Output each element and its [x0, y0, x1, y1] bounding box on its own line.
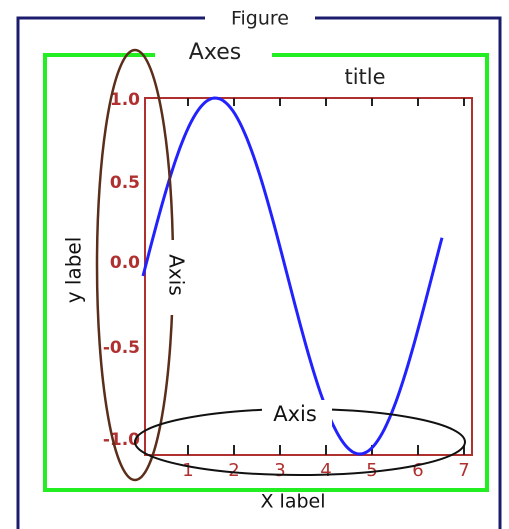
- y-tick-label: -0.5: [103, 338, 140, 358]
- label-bg: [160, 240, 190, 315]
- x-label: X label: [260, 491, 325, 513]
- ticks: 1.00.50.0-0.5-1.01 2 3 4 5 6 7: [103, 90, 470, 481]
- y-axis-label: Axis: [165, 254, 189, 296]
- y-tick-label: 1.0: [110, 90, 140, 110]
- y-tick-label: 0.0: [110, 253, 140, 273]
- axes-frame: [43, 53, 489, 492]
- x-tick-label: 2: [228, 460, 239, 481]
- figure-frame: [16, 16, 502, 529]
- x-tick-label: 7: [458, 460, 469, 481]
- x-axis-label: Axis: [273, 402, 317, 426]
- x-tick-label: 1: [182, 460, 193, 481]
- figure-label: Figure: [231, 8, 289, 30]
- y-tick-label: 0.5: [110, 173, 140, 193]
- x-tick-label: 5: [366, 460, 377, 481]
- y-label: y label: [62, 237, 86, 304]
- title: title: [344, 65, 385, 89]
- x-tick-label: 4: [320, 460, 331, 481]
- axes-label: Axes: [189, 40, 241, 65]
- plot-box: [144, 97, 473, 456]
- label-bg: [262, 400, 332, 430]
- sine-curve: [141, 96, 444, 456]
- x-tick-label: 3: [274, 460, 285, 481]
- x-tick-label: 6: [412, 460, 423, 481]
